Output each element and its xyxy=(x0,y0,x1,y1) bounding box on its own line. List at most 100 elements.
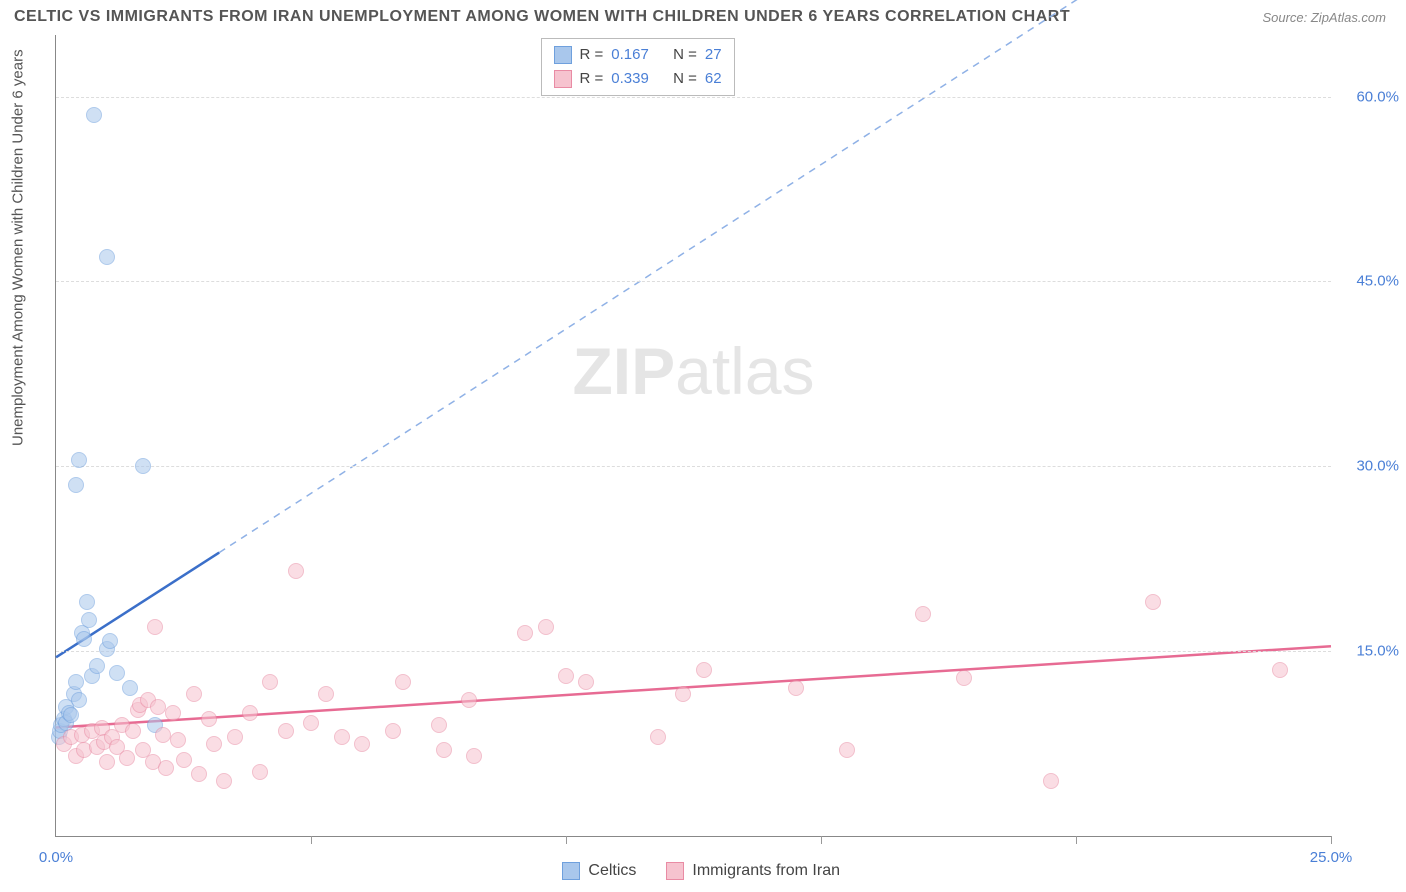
y-axis-label: Unemployment Among Women with Children U… xyxy=(10,49,27,446)
source-label: Source: ZipAtlas.com xyxy=(1262,10,1386,25)
data-point xyxy=(109,665,125,681)
data-point xyxy=(318,686,334,702)
data-point xyxy=(252,764,268,780)
data-point xyxy=(68,477,84,493)
n-label: N = xyxy=(673,43,697,67)
n-label: N = xyxy=(673,67,697,91)
data-point xyxy=(76,631,92,647)
r-value-2: 0.339 xyxy=(611,67,649,91)
data-point xyxy=(395,674,411,690)
x-tick xyxy=(1076,836,1077,844)
legend-item-celtics: Celtics xyxy=(562,862,636,880)
data-point xyxy=(102,633,118,649)
x-tick-label: 25.0% xyxy=(1310,849,1353,866)
x-tick xyxy=(821,836,822,844)
data-point xyxy=(558,668,574,684)
legend-item-iran: Immigrants from Iran xyxy=(666,862,840,880)
data-point xyxy=(155,727,171,743)
r-label: R = xyxy=(580,43,604,67)
watermark-bold: ZIP xyxy=(572,334,675,408)
data-point xyxy=(354,736,370,752)
x-tick xyxy=(566,836,567,844)
data-point xyxy=(170,732,186,748)
data-point xyxy=(956,670,972,686)
series-legend: Celtics Immigrants from Iran xyxy=(562,862,840,880)
data-point xyxy=(461,692,477,708)
gridline xyxy=(56,281,1331,282)
legend-label-iran: Immigrants from Iran xyxy=(692,862,840,880)
x-tick-label: 0.0% xyxy=(39,849,73,866)
data-point xyxy=(99,754,115,770)
data-point xyxy=(79,594,95,610)
data-point xyxy=(788,680,804,696)
data-point xyxy=(262,674,278,690)
chart-title: CELTIC VS IMMIGRANTS FROM IRAN UNEMPLOYM… xyxy=(14,8,1070,26)
legend-swatch-iran-b xyxy=(666,862,684,880)
data-point xyxy=(119,750,135,766)
legend-swatch-iran xyxy=(554,70,572,88)
source-prefix: Source: xyxy=(1262,10,1310,25)
gridline xyxy=(56,466,1331,467)
data-point xyxy=(517,625,533,641)
correlation-legend: R = 0.167 N = 27 R = 0.339 N = 62 xyxy=(541,38,735,96)
data-point xyxy=(334,729,350,745)
data-point xyxy=(158,760,174,776)
data-point xyxy=(71,692,87,708)
gridline xyxy=(56,97,1331,98)
data-point xyxy=(81,612,97,628)
data-point xyxy=(431,717,447,733)
data-point xyxy=(186,686,202,702)
data-point xyxy=(915,606,931,622)
data-point xyxy=(227,729,243,745)
r-label: R = xyxy=(580,67,604,91)
data-point xyxy=(696,662,712,678)
data-point xyxy=(242,705,258,721)
data-point xyxy=(176,752,192,768)
data-point xyxy=(125,723,141,739)
data-point xyxy=(201,711,217,727)
data-point xyxy=(1145,594,1161,610)
data-point xyxy=(288,563,304,579)
legend-row-1: R = 0.167 N = 27 xyxy=(554,43,722,67)
data-point xyxy=(135,458,151,474)
data-point xyxy=(1043,773,1059,789)
data-point xyxy=(675,686,691,702)
plot-area: ZIPatlas R = 0.167 N = 27 R = 0.339 N = … xyxy=(55,35,1331,837)
legend-swatch-celtics xyxy=(554,46,572,64)
legend-label-celtics: Celtics xyxy=(588,862,636,880)
data-point xyxy=(165,705,181,721)
data-point xyxy=(150,699,166,715)
n-value-2: 62 xyxy=(705,67,722,91)
data-point xyxy=(538,619,554,635)
y-tick-label: 60.0% xyxy=(1339,88,1399,105)
data-point xyxy=(1272,662,1288,678)
data-point xyxy=(71,452,87,468)
data-point xyxy=(147,619,163,635)
data-point xyxy=(63,707,79,723)
r-value-1: 0.167 xyxy=(611,43,649,67)
data-point xyxy=(466,748,482,764)
data-point xyxy=(436,742,452,758)
data-point xyxy=(122,680,138,696)
watermark-light: atlas xyxy=(675,334,814,408)
data-point xyxy=(385,723,401,739)
data-point xyxy=(216,773,232,789)
n-value-1: 27 xyxy=(705,43,722,67)
y-tick-label: 30.0% xyxy=(1339,458,1399,475)
data-point xyxy=(68,674,84,690)
data-point xyxy=(99,249,115,265)
data-point xyxy=(206,736,222,752)
legend-row-2: R = 0.339 N = 62 xyxy=(554,67,722,91)
gridline xyxy=(56,651,1331,652)
data-point xyxy=(86,107,102,123)
data-point xyxy=(89,658,105,674)
x-tick xyxy=(311,836,312,844)
watermark: ZIPatlas xyxy=(572,333,814,409)
y-tick-label: 45.0% xyxy=(1339,273,1399,290)
data-point xyxy=(191,766,207,782)
source-name: ZipAtlas.com xyxy=(1311,10,1386,25)
data-point xyxy=(578,674,594,690)
x-tick xyxy=(1331,836,1332,844)
data-point xyxy=(303,715,319,731)
data-point xyxy=(839,742,855,758)
